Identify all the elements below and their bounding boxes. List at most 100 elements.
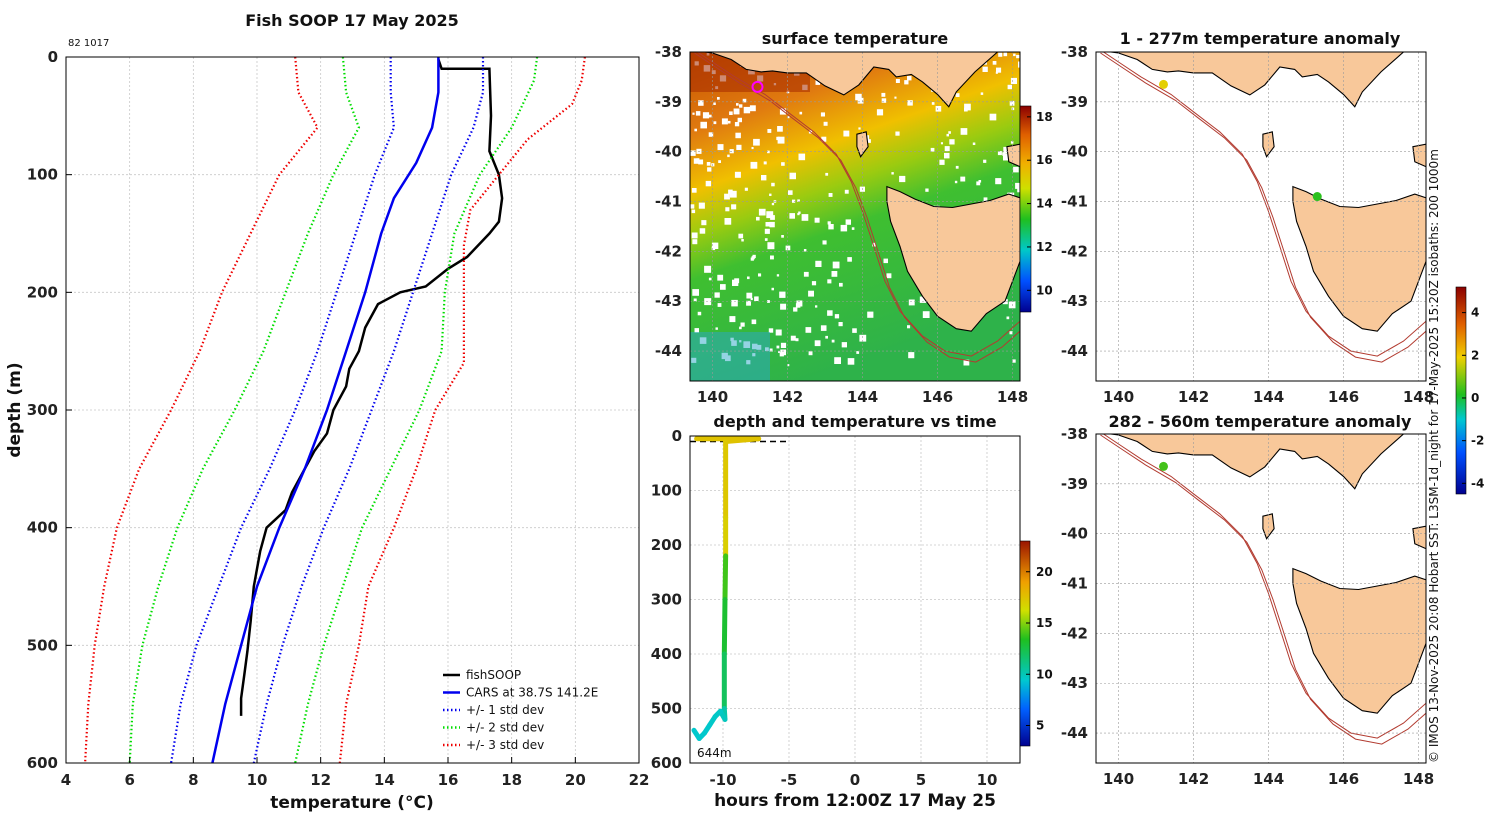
cloud-gap	[856, 351, 860, 354]
cloud-gap	[949, 139, 955, 145]
profile-panel: Fish SOOP 17 May 2025 82 1017 4 6 8 10 12 14 1…	[5, 11, 649, 813]
lat-tick-label: -42	[1061, 242, 1088, 260]
x-tick-label: -10	[709, 771, 736, 789]
cloud-gap	[781, 235, 784, 238]
cloud-gap	[1013, 166, 1019, 173]
lon-tick-label: 146	[1328, 770, 1359, 788]
cloud-gap	[771, 182, 775, 187]
cloud-gap	[827, 221, 831, 225]
y-tick-label: 300	[651, 591, 682, 609]
track-grid	[690, 436, 1020, 763]
cloud-gap	[895, 131, 900, 136]
cloud-gap	[840, 224, 848, 232]
colorbar-tick-label: 14	[1036, 197, 1053, 211]
cloud-gap	[777, 126, 783, 132]
profile-series	[84, 56, 586, 764]
x-tick-label: 20	[565, 771, 586, 789]
profile-xlabel: temperature (°C)	[270, 793, 434, 813]
cloud-gap	[769, 193, 772, 196]
cloud-gap	[751, 256, 755, 260]
anomaly-point	[1159, 461, 1168, 471]
cloud-gap	[734, 171, 741, 178]
lat-tick-label: -42	[655, 242, 682, 260]
track-colorbar	[1019, 540, 1031, 747]
cloud-gap	[895, 79, 900, 83]
cloud-gap	[763, 161, 767, 165]
land-shape	[1106, 434, 1405, 490]
cloud-gap	[779, 108, 787, 115]
isobath-1000m	[694, 52, 1020, 363]
cloud-gap	[692, 112, 695, 115]
cloud-gap	[790, 335, 796, 341]
cloud-gap	[750, 297, 753, 301]
cloud-gap	[891, 172, 894, 175]
cloud-gap	[775, 329, 782, 336]
y-tick-label: 600	[651, 754, 682, 772]
lat-tick-label: -38	[1061, 425, 1088, 443]
cloud-gap	[767, 129, 772, 133]
cloud-gap	[713, 121, 717, 125]
cloud-gap	[699, 228, 706, 234]
cool-patch	[690, 332, 770, 381]
lat-tick-label: -38	[1061, 43, 1088, 61]
anomaly-shallow-panel: 1 - 277m temperature anomaly 140 142 144 14…	[1061, 29, 1434, 406]
cloud-gap	[770, 255, 774, 260]
x-tick-label: 8	[188, 771, 198, 789]
y-tick-label: 100	[27, 166, 58, 184]
lat-tick-label: -40	[1061, 143, 1088, 161]
cloud-gap	[857, 97, 864, 104]
cloud-gap	[834, 357, 841, 364]
cloud-gap	[753, 138, 760, 146]
lat-tick-label: -44	[1061, 342, 1088, 360]
track-xlabel: hours from 12:00Z 17 May 25	[714, 791, 996, 811]
cloud-gap	[777, 136, 785, 144]
cloud-gap	[899, 175, 906, 183]
cloud-gap	[751, 147, 754, 150]
cloud-gap	[756, 216, 760, 221]
cloud-gap	[822, 240, 827, 245]
cloud-gap	[701, 220, 707, 226]
y-tick-label: 100	[651, 482, 682, 500]
lat-tick-label: -44	[655, 342, 682, 360]
cloud-gap	[841, 342, 847, 348]
cloud-gap	[694, 128, 697, 132]
cloud-gap	[736, 103, 739, 106]
cloud-gap	[823, 121, 828, 126]
cloud-gap	[734, 278, 740, 284]
cloud-gap	[781, 162, 785, 166]
x-tick-label: 10	[977, 771, 998, 789]
cloud-gap	[997, 151, 1002, 156]
cloud-gap	[798, 211, 801, 214]
cloud-gap	[803, 249, 807, 252]
series-line--2-std-dev	[128, 56, 361, 764]
isobath-1000m	[1100, 434, 1426, 745]
cloud-gap	[930, 147, 935, 152]
cloud-gap	[736, 144, 742, 150]
cloud-gap	[960, 128, 968, 135]
cloud-gap	[935, 106, 942, 112]
cloud-gap	[1002, 152, 1006, 156]
lat-tick-label: -41	[1061, 193, 1088, 211]
cloud-gap	[697, 311, 702, 316]
anomaly-point	[1312, 192, 1322, 202]
cloud-gap	[831, 271, 838, 277]
x-tick-label: 18	[501, 771, 522, 789]
cloud-gap	[996, 67, 1002, 73]
y-tick-label: 0	[672, 427, 682, 445]
lon-tick-label: 142	[1178, 770, 1209, 788]
legend-label: fishSOOP	[466, 668, 521, 682]
anomaly-deep-title: 282 - 560m temperature anomaly	[1109, 412, 1412, 431]
cloud-gap	[708, 114, 712, 118]
legend-label: +/- 3 std dev	[466, 738, 544, 752]
cloud-gap	[827, 310, 833, 316]
cloud-gap	[814, 340, 821, 347]
cloud-gap	[780, 303, 787, 310]
lat-tick-label: -39	[1061, 475, 1088, 493]
anomaly-deep-ticks: 140 142 144 146 148 -38 -39 -40 -41 -42 -43 -44	[1061, 425, 1434, 788]
cloud-gap	[704, 265, 712, 273]
land-shape	[1412, 525, 1426, 550]
y-tick-label: 500	[27, 636, 58, 654]
cloud-gap	[690, 204, 695, 209]
cloud-gap	[805, 327, 812, 333]
